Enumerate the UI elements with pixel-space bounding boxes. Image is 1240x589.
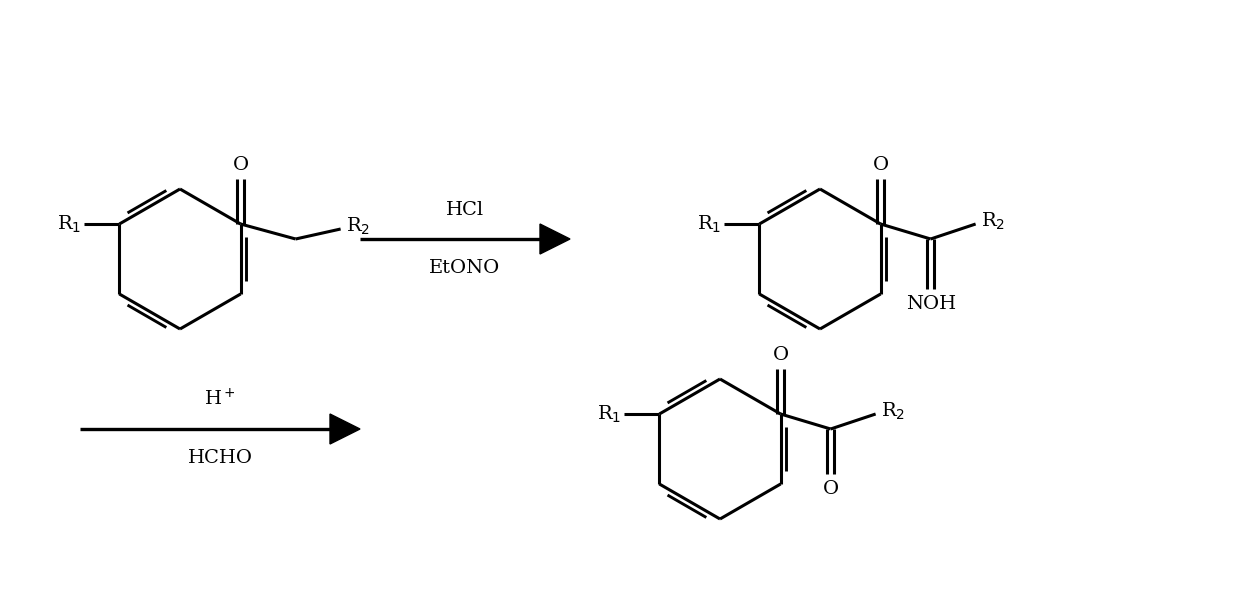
Text: O: O: [233, 156, 249, 174]
Text: O: O: [822, 480, 838, 498]
Text: O: O: [773, 346, 789, 364]
Text: EtONO: EtONO: [429, 259, 501, 277]
Text: NOH: NOH: [905, 295, 956, 313]
Text: HCHO: HCHO: [187, 449, 253, 467]
Text: R$_1$: R$_1$: [598, 403, 621, 425]
Text: R$_2$: R$_2$: [880, 401, 905, 422]
Polygon shape: [539, 224, 570, 254]
Text: R$_1$: R$_1$: [57, 213, 82, 234]
Text: R$_2$: R$_2$: [981, 210, 1004, 231]
Text: R$_2$: R$_2$: [346, 216, 370, 237]
Text: H$^+$: H$^+$: [205, 388, 236, 409]
Text: HCl: HCl: [446, 201, 484, 219]
Text: R$_1$: R$_1$: [697, 213, 722, 234]
Polygon shape: [330, 414, 360, 444]
Text: O: O: [873, 156, 889, 174]
